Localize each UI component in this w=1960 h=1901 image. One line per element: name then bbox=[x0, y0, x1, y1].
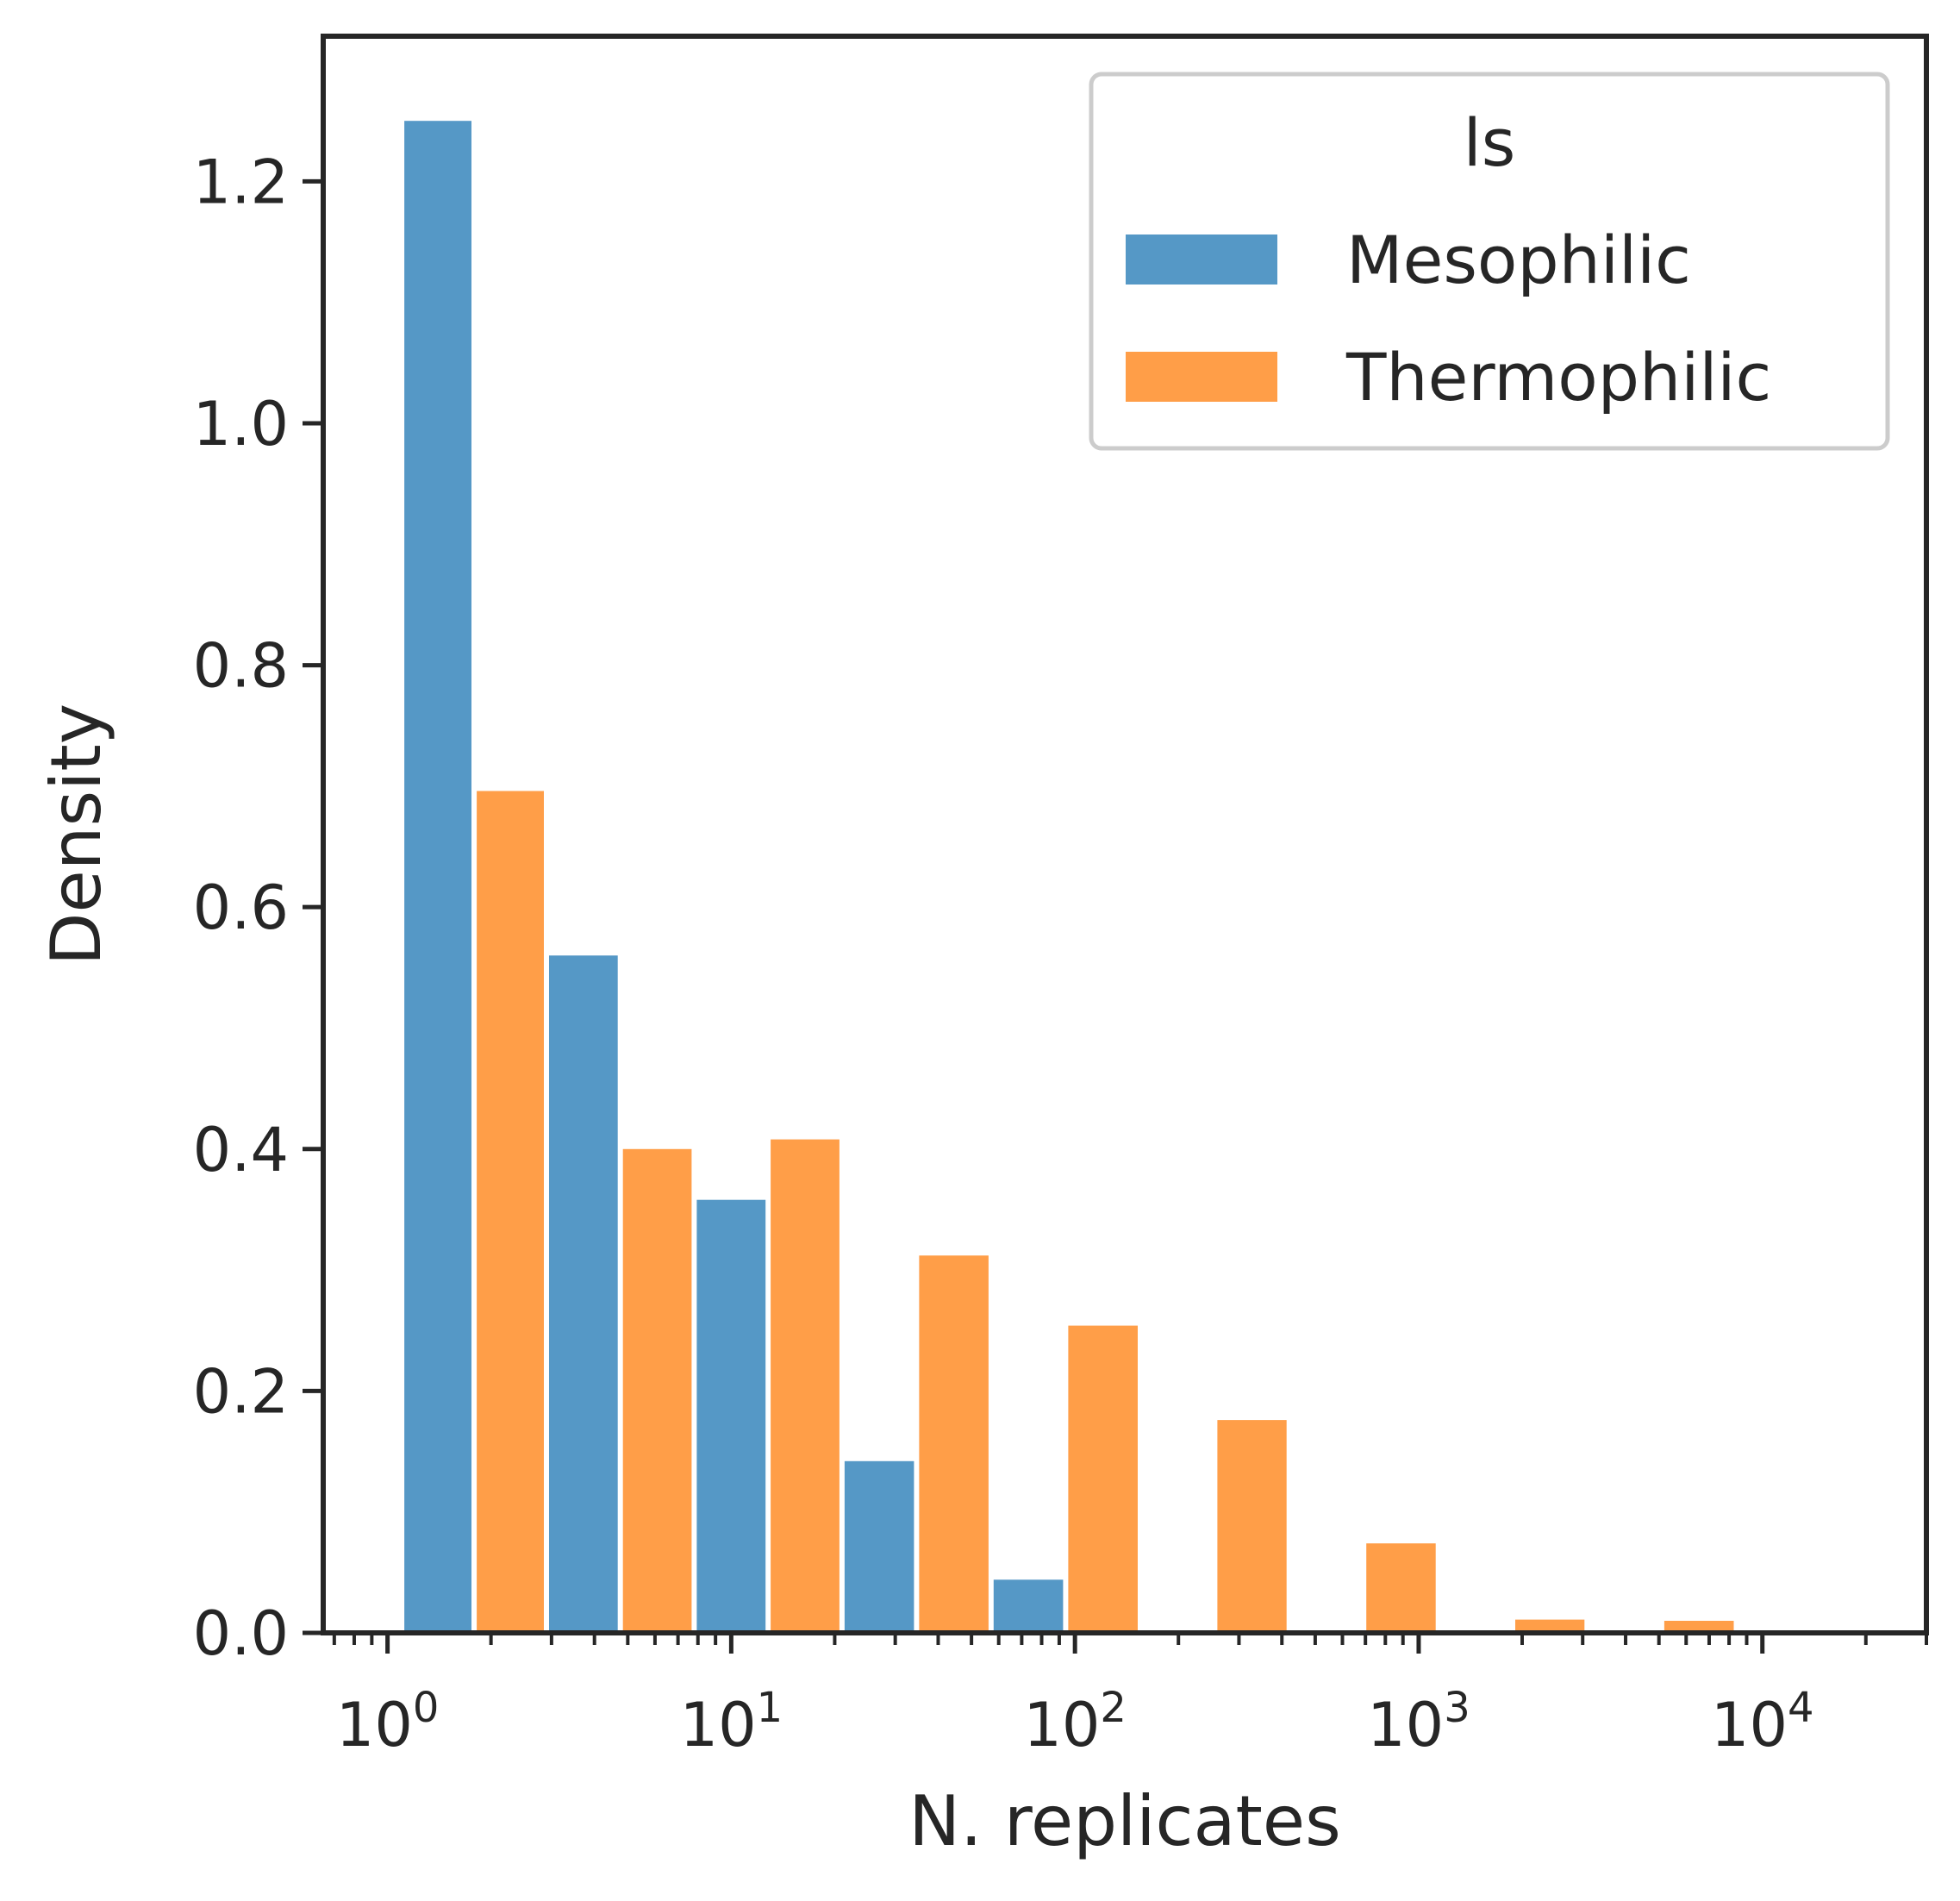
bar-mesophilic-0 bbox=[404, 121, 471, 1634]
y-tick-label: 1.2 bbox=[193, 147, 289, 217]
y-tick-label: 0.6 bbox=[193, 872, 289, 943]
bar-mesophilic-2 bbox=[696, 1199, 766, 1633]
y-tick-label: 0.0 bbox=[193, 1598, 289, 1669]
x-tick-label: 102 bbox=[1023, 1684, 1127, 1760]
bar-thermophilic-8 bbox=[1664, 1621, 1734, 1633]
bar-thermophilic-1 bbox=[622, 1148, 692, 1633]
bar-thermophilic-2 bbox=[771, 1139, 840, 1633]
bars-group bbox=[404, 121, 1734, 1634]
y-axis: 0.0 0.2 0.4 0.6 0.8 1.0 1.2 bbox=[193, 147, 323, 1669]
bar-mesophilic-3 bbox=[844, 1460, 914, 1633]
legend-swatch-mesophilic bbox=[1126, 234, 1277, 285]
legend-title: ls bbox=[1464, 104, 1516, 181]
x-axis-label: N. replicates bbox=[908, 1781, 1341, 1861]
y-tick-label: 0.2 bbox=[193, 1356, 289, 1427]
bar-thermophilic-6 bbox=[1366, 1543, 1436, 1633]
y-axis-label: Density bbox=[36, 703, 116, 966]
bar-thermophilic-0 bbox=[477, 791, 544, 1633]
plot-frame bbox=[321, 34, 1929, 1635]
bar-mesophilic-4 bbox=[993, 1579, 1064, 1633]
x-tick-label: 104 bbox=[1711, 1684, 1814, 1760]
y-tick-label: 1.0 bbox=[193, 389, 289, 460]
legend-swatch-thermophilic bbox=[1126, 352, 1277, 402]
y-tick-label: 0.8 bbox=[193, 631, 289, 702]
y-tick-label: 0.4 bbox=[193, 1115, 289, 1185]
bar-mesophilic-1 bbox=[549, 955, 618, 1633]
x-tick-label: 101 bbox=[680, 1684, 783, 1760]
bar-thermophilic-4 bbox=[1068, 1325, 1138, 1633]
legend-label-mesophilic: Mesophilic bbox=[1346, 222, 1691, 298]
legend-label-thermophilic: Thermophilic bbox=[1345, 339, 1771, 416]
legend-box bbox=[1089, 72, 1890, 451]
x-axis: 100 101 102 103 104 bbox=[332, 1633, 1928, 1760]
legend: ls Mesophilic Thermophilic bbox=[1089, 72, 1890, 451]
bar-thermophilic-3 bbox=[919, 1255, 989, 1633]
bar-thermophilic-7 bbox=[1515, 1619, 1585, 1633]
x-tick-label: 100 bbox=[336, 1684, 440, 1760]
bar-thermophilic-5 bbox=[1217, 1420, 1287, 1633]
x-tick-label: 103 bbox=[1367, 1684, 1470, 1760]
